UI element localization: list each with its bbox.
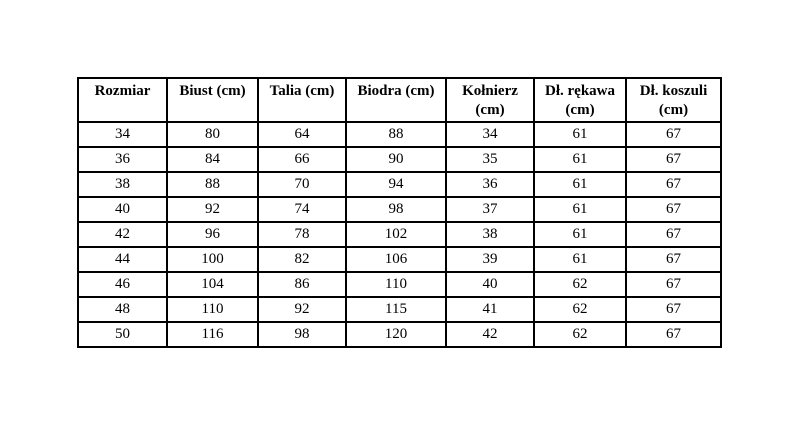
table-cell: 98 <box>257 321 347 348</box>
table-cell: 67 <box>625 196 722 223</box>
column-header: Rozmiar <box>77 77 168 123</box>
table-cell: 61 <box>533 196 627 223</box>
table-cell: 40 <box>77 196 168 223</box>
table-cell: 35 <box>445 146 535 173</box>
column-header: Dł. rękawa (cm) <box>533 77 627 123</box>
table-cell: 41 <box>445 296 535 323</box>
table-cell: 88 <box>166 171 259 198</box>
table-cell: 34 <box>445 121 535 148</box>
table-cell: 70 <box>257 171 347 198</box>
header-row: Rozmiar Biust (cm) Talia (cm) Biodra (cm) Ko… <box>77 77 722 123</box>
column-header: Biodra (cm) <box>345 77 447 123</box>
table-cell: 61 <box>533 246 627 273</box>
table-cell: 48 <box>77 296 168 323</box>
table-cell: 92 <box>166 196 259 223</box>
table-row: 34 80 64 88 34 61 67 <box>77 121 722 148</box>
table-row: 46 104 86 110 40 62 67 <box>77 271 722 298</box>
table-row: 44 100 82 106 39 61 67 <box>77 246 722 273</box>
table-cell: 106 <box>345 246 447 273</box>
table-row: 40 92 74 98 37 61 67 <box>77 196 722 223</box>
table-cell: 37 <box>445 196 535 223</box>
table-cell: 39 <box>445 246 535 273</box>
table-cell: 66 <box>257 146 347 173</box>
column-header: Kołnierz (cm) <box>445 77 535 123</box>
table-cell: 84 <box>166 146 259 173</box>
column-header: Biust (cm) <box>166 77 259 123</box>
table-cell: 67 <box>625 321 722 348</box>
table-cell: 82 <box>257 246 347 273</box>
table-cell: 98 <box>345 196 447 223</box>
table-cell: 40 <box>445 271 535 298</box>
table-cell: 116 <box>166 321 259 348</box>
table-cell: 67 <box>625 221 722 248</box>
table-cell: 86 <box>257 271 347 298</box>
table-cell: 110 <box>345 271 447 298</box>
table-cell: 67 <box>625 296 722 323</box>
table-cell: 61 <box>533 221 627 248</box>
table-cell: 67 <box>625 171 722 198</box>
table-cell: 67 <box>625 271 722 298</box>
table-cell: 38 <box>445 221 535 248</box>
size-chart-container: Rozmiar Biust (cm) Talia (cm) Biodra (cm) Ko… <box>77 77 722 348</box>
table-cell: 64 <box>257 121 347 148</box>
table-row: 48 110 92 115 41 62 67 <box>77 296 722 323</box>
table-cell: 67 <box>625 146 722 173</box>
table-cell: 36 <box>445 171 535 198</box>
table-cell: 67 <box>625 121 722 148</box>
table-cell: 67 <box>625 246 722 273</box>
table-cell: 50 <box>77 321 168 348</box>
table-cell: 90 <box>345 146 447 173</box>
table-cell: 74 <box>257 196 347 223</box>
table-cell: 88 <box>345 121 447 148</box>
table-cell: 62 <box>533 271 627 298</box>
table-cell: 36 <box>77 146 168 173</box>
table-cell: 38 <box>77 171 168 198</box>
table-cell: 100 <box>166 246 259 273</box>
column-header: Talia (cm) <box>257 77 347 123</box>
table-cell: 34 <box>77 121 168 148</box>
column-header: Dł. koszuli (cm) <box>625 77 722 123</box>
table-cell: 78 <box>257 221 347 248</box>
table-cell: 61 <box>533 171 627 198</box>
table-cell: 110 <box>166 296 259 323</box>
table-cell: 94 <box>345 171 447 198</box>
table-row: 38 88 70 94 36 61 67 <box>77 171 722 198</box>
table-cell: 102 <box>345 221 447 248</box>
table-cell: 104 <box>166 271 259 298</box>
table-cell: 61 <box>533 121 627 148</box>
table-cell: 120 <box>345 321 447 348</box>
table-cell: 42 <box>445 321 535 348</box>
table-cell: 80 <box>166 121 259 148</box>
table-cell: 92 <box>257 296 347 323</box>
table-cell: 44 <box>77 246 168 273</box>
size-chart-table: Rozmiar Biust (cm) Talia (cm) Biodra (cm) Ko… <box>77 77 722 348</box>
table-cell: 61 <box>533 146 627 173</box>
table-cell: 115 <box>345 296 447 323</box>
table-row: 50 116 98 120 42 62 67 <box>77 321 722 348</box>
table-cell: 42 <box>77 221 168 248</box>
table-cell: 62 <box>533 321 627 348</box>
table-cell: 46 <box>77 271 168 298</box>
table-cell: 62 <box>533 296 627 323</box>
table-cell: 96 <box>166 221 259 248</box>
table-row: 42 96 78 102 38 61 67 <box>77 221 722 248</box>
table-row: 36 84 66 90 35 61 67 <box>77 146 722 173</box>
